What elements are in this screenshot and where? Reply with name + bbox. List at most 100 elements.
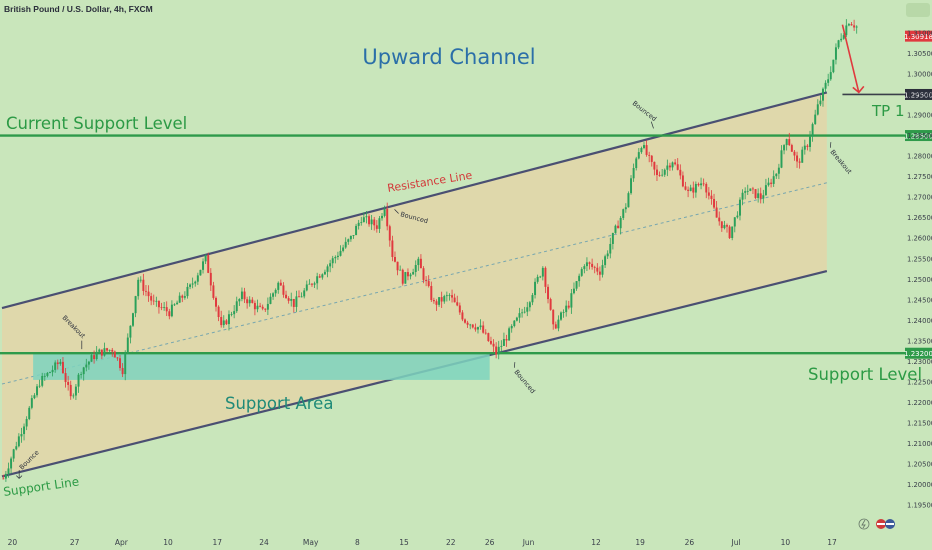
y-tick-label: 1.21000 <box>907 440 932 448</box>
candle-body <box>225 320 228 325</box>
candle-body <box>832 59 835 73</box>
toolbar-button[interactable] <box>906 3 930 17</box>
candle-body <box>316 276 319 284</box>
currency-flag-icon[interactable] <box>876 519 895 529</box>
candle-body <box>495 346 498 355</box>
candle-body <box>578 275 581 282</box>
candle-body <box>728 226 731 238</box>
candle-body <box>609 243 612 254</box>
candle-body <box>36 386 39 396</box>
candle-body <box>368 216 371 225</box>
axis-layer: 1.19500 1.20000 1.20500 1.21000 1.21500 1.220… <box>8 29 932 547</box>
candle-body <box>129 325 132 338</box>
candle-body <box>689 187 692 191</box>
candle-body <box>163 307 166 308</box>
candle-body <box>349 235 352 240</box>
candle-body <box>272 293 275 297</box>
candle-body <box>710 195 713 199</box>
candle-body <box>139 279 142 281</box>
candle-body <box>762 195 765 199</box>
candle-body <box>202 261 205 270</box>
candle-body <box>772 176 775 184</box>
candle-body <box>596 267 599 272</box>
candle-body <box>783 145 786 151</box>
candle-body <box>344 241 347 248</box>
candle-body <box>588 262 591 264</box>
candle-body <box>767 182 770 186</box>
candle-body <box>59 361 62 365</box>
candle-body <box>266 303 269 310</box>
x-tick-label: 12 <box>591 538 601 547</box>
candle-body <box>744 191 747 193</box>
candle-body <box>391 240 394 258</box>
candle-body <box>510 325 513 329</box>
candle-body <box>298 296 300 298</box>
candle-body <box>637 152 640 159</box>
candle-body <box>775 173 778 177</box>
candle-body <box>352 235 355 236</box>
candle-body <box>412 272 415 275</box>
candle-body <box>264 308 267 310</box>
candle-body <box>414 265 417 273</box>
lightning-icon[interactable] <box>858 518 870 530</box>
candle-body <box>388 226 391 241</box>
candle-body <box>518 313 521 318</box>
candle-body <box>82 367 85 375</box>
candle-body <box>113 351 116 358</box>
level-badge-text-1: 1.23200 <box>904 350 932 358</box>
level-badge-0 <box>905 130 932 142</box>
x-tick-label: 17 <box>213 538 223 547</box>
candle-body <box>487 333 490 342</box>
candle-body <box>453 297 456 303</box>
candle-body <box>233 311 236 315</box>
candle-body <box>451 295 454 298</box>
candle-body <box>845 25 848 36</box>
candle-body <box>736 215 739 218</box>
y-tick-label: 1.31000 <box>907 29 932 37</box>
candle-body <box>23 426 26 435</box>
x-tick-label: 26 <box>685 538 695 547</box>
candle-body <box>347 239 350 242</box>
candle-body <box>624 207 627 210</box>
candle-body <box>655 169 658 175</box>
x-tick-label: 15 <box>399 538 409 547</box>
candle-body <box>694 183 697 193</box>
candle-body <box>692 187 695 193</box>
candle-body <box>259 305 262 307</box>
candle-body <box>790 145 793 152</box>
candle-body <box>30 398 33 408</box>
candle-body <box>116 357 119 359</box>
candle-body <box>461 312 464 320</box>
candle-body <box>648 154 651 156</box>
candle-body <box>430 286 433 301</box>
candle-body <box>215 297 217 307</box>
candle-body <box>132 313 134 326</box>
candle-body <box>362 217 365 223</box>
candle-body <box>25 419 28 427</box>
candle-body <box>277 282 280 290</box>
x-tick-label: 17 <box>827 538 837 547</box>
candle-body <box>547 286 550 300</box>
y-tick-label: 1.22500 <box>907 378 932 386</box>
candle-body <box>87 361 90 365</box>
x-tick-label: May <box>303 538 319 547</box>
candle-body <box>715 207 718 218</box>
x-tick-label: 8 <box>355 538 360 547</box>
y-tick-label: 1.27500 <box>907 173 932 181</box>
candle-body <box>137 279 140 297</box>
x-tick-label: 19 <box>635 538 645 547</box>
candle-body <box>404 272 407 284</box>
candle-body <box>562 312 565 313</box>
candle-body <box>707 192 710 196</box>
breakout-note-right-arrow <box>830 142 832 148</box>
candle-body <box>847 24 850 26</box>
y-tick-label: 1.24000 <box>907 317 932 325</box>
bounce-note-arrow <box>16 470 23 479</box>
candle-body <box>360 222 363 223</box>
candle-body <box>809 136 811 147</box>
candle-body <box>170 304 173 317</box>
candle-body <box>697 183 700 186</box>
candle-body <box>383 209 386 216</box>
